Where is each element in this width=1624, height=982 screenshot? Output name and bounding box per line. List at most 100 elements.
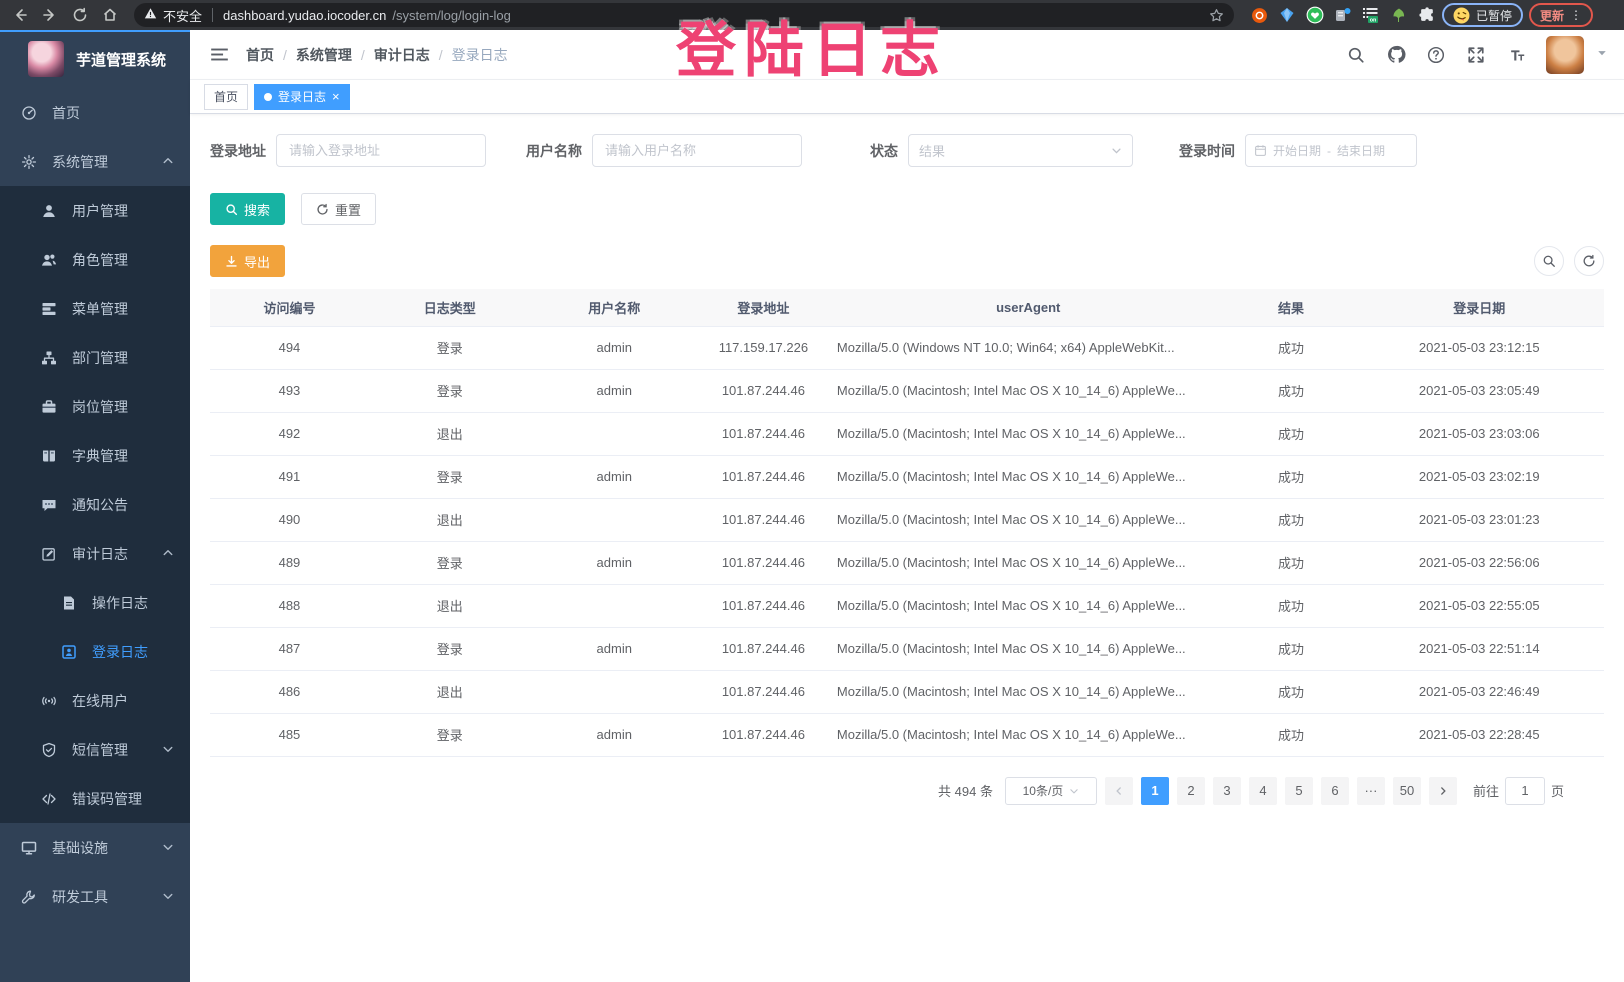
cell-id: 493 [210, 369, 369, 413]
sidebar-item-infra[interactable]: 基础设施 [0, 823, 190, 872]
export-button[interactable]: 导出 [210, 245, 286, 277]
search-button[interactable]: 搜索 [210, 193, 286, 225]
column-header: 访问编号 [210, 289, 369, 327]
active-dot [264, 92, 273, 101]
help-icon[interactable] [1426, 45, 1446, 65]
extension-grid-icon[interactable] [1334, 6, 1352, 24]
sidebar-item-dept-mgmt[interactable]: 部门管理 [0, 333, 190, 382]
sidebar-item-menu-mgmt[interactable]: 菜单管理 [0, 284, 190, 333]
table-row[interactable]: 491 登录 admin 101.87.244.46 Mozilla/5.0 (Maci… [210, 455, 1604, 499]
tab-label: 登录日志 [278, 90, 327, 104]
address-bar[interactable]: 不安全 dashboard.yudao.iocoder.cn/system/lo… [134, 3, 1234, 27]
hamburger-icon[interactable] [208, 44, 230, 66]
page-ellipsis[interactable]: ··· [1356, 776, 1385, 805]
breadcrumb-item-0[interactable]: 首页 [246, 46, 274, 63]
sidebar-item-label: 部门管理 [72, 349, 128, 366]
chevron-up-icon [162, 546, 174, 562]
cell-ua: Mozilla/5.0 (Macintosh; Intel Mac OS X 1… [828, 498, 1228, 542]
next-page-button[interactable] [1428, 776, 1457, 805]
sidebar-item-dev-tool[interactable]: 研发工具 [0, 872, 190, 921]
close-icon[interactable]: × [332, 89, 340, 104]
cell-time: 2021-05-03 22:28:45 [1354, 713, 1604, 757]
fullscreen-icon[interactable] [1466, 45, 1486, 65]
forward-icon[interactable] [38, 3, 62, 27]
browser-menu-icon[interactable]: ⋮ [1570, 8, 1583, 22]
bookmark-star-icon[interactable] [1209, 8, 1224, 23]
sidebar-item-label: 角色管理 [72, 251, 128, 268]
sidebar-item-operate-log[interactable]: 操作日志 [0, 578, 190, 627]
table-row[interactable]: 490 退出 101.87.244.46 Mozilla/5.0 (Macintosh… [210, 498, 1604, 542]
tab-1[interactable]: 登录日志 × [254, 83, 350, 110]
chevron-down-icon[interactable] [1596, 46, 1608, 64]
goto-page-input[interactable] [1504, 776, 1545, 805]
start-date-placeholder: 开始日期 [1273, 144, 1322, 158]
table-header-row: 访问编号 日志类型 用户名称 登录地址 userAgent 结果 登录日期 [210, 289, 1604, 327]
extension-puzzle-icon[interactable] [1418, 6, 1436, 24]
page-size-select[interactable]: 10条/页 [1004, 776, 1097, 805]
app-logo[interactable]: 芋道管理系统 [0, 30, 190, 88]
sidebar-item-dict-mgmt[interactable]: 字典管理 [0, 431, 190, 480]
page-button-5[interactable]: 5 [1284, 776, 1313, 805]
breadcrumb-item-1[interactable]: 系统管理 [295, 46, 352, 63]
reset-button[interactable]: 重置 [301, 193, 377, 225]
table-row[interactable]: 485 登录 admin 101.87.244.46 Mozilla/5.0 (Maci… [210, 713, 1604, 757]
table-row[interactable]: 494 登录 admin 117.159.17.226 Mozilla/5.0 (Win… [210, 326, 1604, 370]
cell-ua: Mozilla/5.0 (Macintosh; Intel Mac OS X 1… [828, 541, 1228, 585]
table-row[interactable]: 492 退出 101.87.244.46 Mozilla/5.0 (Macintosh… [210, 412, 1604, 456]
address-input[interactable] [276, 134, 486, 167]
sidebar-item-audit-log[interactable]: 审计日志 [0, 529, 190, 578]
sidebar-item-login-log[interactable]: 登录日志 [0, 627, 190, 676]
table-row[interactable]: 486 退出 101.87.244.46 Mozilla/5.0 (Macintosh… [210, 670, 1604, 714]
sidebar-item-home[interactable]: 首页 [0, 88, 190, 137]
sidebar-item-user-mgmt[interactable]: 用户管理 [0, 186, 190, 235]
cell-ua: Mozilla/5.0 (Windows NT 10.0; Win64; x64… [828, 326, 1228, 370]
cell-ua: Mozilla/5.0 (Macintosh; Intel Mac OS X 1… [828, 627, 1228, 671]
user-avatar[interactable] [1546, 35, 1584, 74]
online-icon [40, 692, 58, 710]
toggle-search-button[interactable] [1534, 246, 1564, 276]
page-button-2[interactable]: 2 [1176, 776, 1205, 805]
sidebar-item-notice[interactable]: 通知公告 [0, 480, 190, 529]
tab-0[interactable]: 首页 [204, 83, 249, 110]
page-button-3[interactable]: 3 [1212, 776, 1241, 805]
cell-time: 2021-05-03 23:02:19 [1354, 455, 1604, 499]
home-icon[interactable] [98, 3, 122, 27]
security-warning-icon [144, 7, 157, 23]
cell-ip: 101.87.244.46 [697, 412, 829, 456]
font-size-icon[interactable] [1506, 45, 1526, 65]
back-icon[interactable] [8, 3, 32, 27]
extension-list-on-icon[interactable]: on [1362, 6, 1380, 24]
page-button-1[interactable]: 1 [1140, 776, 1169, 805]
extension-gem-icon[interactable] [1278, 6, 1296, 24]
search-icon[interactable] [1346, 45, 1366, 65]
extension-green-heart-icon[interactable] [1306, 6, 1324, 24]
table-row[interactable]: 488 退出 101.87.244.46 Mozilla/5.0 (Macintosh… [210, 584, 1604, 628]
table-row[interactable]: 493 登录 admin 101.87.244.46 Mozilla/5.0 (Maci… [210, 369, 1604, 413]
table-row[interactable]: 487 登录 admin 101.87.244.46 Mozilla/5.0 (Maci… [210, 627, 1604, 671]
profile-paused-badge[interactable]: 已暂停 [1442, 3, 1524, 27]
table-row[interactable]: 489 登录 admin 101.87.244.46 Mozilla/5.0 (Maci… [210, 541, 1604, 585]
extension-orange-icon[interactable] [1250, 6, 1268, 24]
reload-icon[interactable] [68, 3, 92, 27]
username-input[interactable] [592, 134, 802, 167]
search-icon [1543, 255, 1555, 267]
sidebar-item-online-user[interactable]: 在线用户 [0, 676, 190, 725]
sidebar-item-errcode-mgmt[interactable]: 错误码管理 [0, 774, 190, 823]
sidebar-item-role-mgmt[interactable]: 角色管理 [0, 235, 190, 284]
breadcrumb-item-2[interactable]: 审计日志 [373, 46, 430, 63]
sidebar-item-system-mgmt[interactable]: 系统管理 [0, 137, 190, 186]
github-icon[interactable] [1386, 45, 1406, 65]
browser-update-button[interactable]: 更新 ⋮ [1529, 3, 1594, 27]
refresh-button[interactable] [1574, 246, 1604, 276]
page-button-4[interactable]: 4 [1248, 776, 1277, 805]
status-select[interactable]: 结果 [908, 134, 1133, 167]
page-button-6[interactable]: 6 [1320, 776, 1349, 805]
sidebar-item-post-mgmt[interactable]: 岗位管理 [0, 382, 190, 431]
page-button-50[interactable]: 50 [1392, 776, 1421, 805]
sidebar-item-sms-mgmt[interactable]: 短信管理 [0, 725, 190, 774]
chevron-down-icon [162, 742, 174, 758]
browser-toolbar: 不安全 dashboard.yudao.iocoder.cn/system/lo… [0, 0, 1624, 30]
prev-page-button[interactable] [1104, 776, 1133, 805]
date-range-picker[interactable]: 开始日期 - 结束日期 [1245, 134, 1417, 167]
extension-leaf-icon[interactable] [1390, 6, 1408, 24]
